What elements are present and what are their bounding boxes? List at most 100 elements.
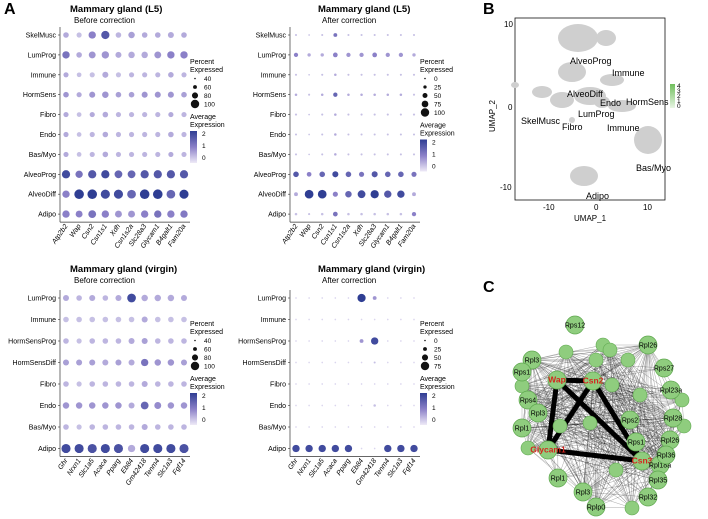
network-node xyxy=(620,410,640,430)
dotplot-dot xyxy=(102,359,109,366)
dotplot-dot xyxy=(347,73,350,76)
dotplot-dot xyxy=(295,340,297,342)
dotplot-dot xyxy=(167,91,174,98)
dotplot-dot xyxy=(141,32,148,38)
legend-size-dot xyxy=(420,361,430,371)
dotplot-dot xyxy=(180,210,188,218)
dotplot-dot xyxy=(373,212,376,216)
dotplot-row-label: Fibro xyxy=(40,382,56,389)
dotplot-dot xyxy=(386,133,389,136)
dotplot-dot xyxy=(358,171,365,177)
network-edge xyxy=(527,359,597,449)
dotplot-dot xyxy=(347,318,350,321)
dotplot-dot xyxy=(76,52,82,58)
dotplot-dot xyxy=(320,53,324,57)
dotplot-row-label: HormSensProg xyxy=(8,339,56,346)
dotplot-dot xyxy=(334,318,337,321)
umap-legend-tick: 1 xyxy=(677,98,681,105)
dotplot-dot xyxy=(155,131,161,138)
network-node-label: Wap xyxy=(548,375,566,385)
dotplot-dot xyxy=(168,424,174,430)
network-nodes: Rps12 Rpl26 Rpl3 Rps1 Wap Csn2 Rps27 Rps4 Rpl3 Rp… xyxy=(512,315,692,517)
network-node-label: Rpl3 xyxy=(576,490,591,497)
dotplot-dot xyxy=(293,171,299,178)
dotplot-col-label: Fgf14 xyxy=(172,458,188,477)
dotplot-dot xyxy=(347,383,350,385)
dotplot-row-label: SkelMusc xyxy=(26,33,57,40)
dotplot-dot xyxy=(399,153,402,156)
dotplot-dot xyxy=(333,92,338,97)
network-node-label: Rpl26 xyxy=(661,438,679,445)
dotplot-dot xyxy=(334,113,337,116)
dotplot-dot xyxy=(386,93,390,96)
dotplot-dot xyxy=(152,189,163,199)
dotplot-dot xyxy=(75,170,83,178)
network-edge xyxy=(627,359,671,441)
dotplot-dot xyxy=(102,111,109,118)
dotplot-dot xyxy=(360,153,363,156)
network-node-label: Rpl23a xyxy=(660,388,682,395)
network-node-label: Rps12 xyxy=(565,323,585,330)
dotplot-dot xyxy=(413,297,415,299)
dotplot-dot xyxy=(155,72,161,78)
dotplot-dot xyxy=(400,297,402,299)
dotplot-dot xyxy=(360,73,363,76)
dotplot-dot xyxy=(373,93,376,96)
dotplot-dot xyxy=(88,170,97,179)
network-node-label: Csn3 xyxy=(632,456,653,466)
legend-size-dot xyxy=(423,85,427,89)
network-edge xyxy=(565,351,597,508)
legend-size-dot xyxy=(422,93,428,98)
legend-size-value: 75 xyxy=(434,102,442,109)
network-edge xyxy=(611,384,633,509)
network-node-small xyxy=(558,344,574,360)
dotplot-title: Mammary gland (L5) xyxy=(318,4,410,15)
dotplot-dot xyxy=(294,93,298,96)
umap-label: AlveoDiff xyxy=(567,89,603,99)
dotplot-dot xyxy=(63,338,69,344)
network-edge xyxy=(565,351,613,386)
dotplot-dot xyxy=(63,316,69,323)
dotplot-dot xyxy=(140,401,149,410)
dotplot-row-label: HormSens xyxy=(253,92,287,99)
dotplot-dot xyxy=(62,402,70,409)
legend-size-dot xyxy=(421,354,429,361)
dotplot-dot xyxy=(89,316,96,323)
dotplot-dot xyxy=(373,113,376,116)
dotplot-dot xyxy=(347,404,350,407)
dotplot-dot xyxy=(400,340,402,342)
dotplot-dot xyxy=(142,151,148,157)
dotplot-dot xyxy=(142,72,148,78)
dotplot-dot xyxy=(399,93,403,96)
dotplot-dot xyxy=(332,171,339,178)
network-node-label: Rpl18a xyxy=(649,463,671,470)
dotplot-row-label: HormSensDiff xyxy=(243,360,286,367)
dotplot-dot xyxy=(373,33,376,37)
umap-label: Bas/Myo xyxy=(636,163,671,173)
network-edge xyxy=(627,359,661,466)
dotplot-row-label: Endo xyxy=(270,132,286,139)
dotplot-row-label: Bas/Myo xyxy=(259,425,286,432)
legend-size-dot xyxy=(421,100,429,108)
dotplot-dot xyxy=(347,361,350,364)
dotplot-dot xyxy=(180,51,188,59)
dotplot-dot xyxy=(357,190,366,199)
dotplot-dot xyxy=(308,133,310,136)
dotplot-dot xyxy=(334,426,337,428)
dotplot-dot xyxy=(321,404,324,407)
umap-ytick: 10 xyxy=(504,20,513,29)
dotplot-dot xyxy=(62,51,70,59)
dotplot-dot xyxy=(89,381,96,387)
network-node-label: Rpl28 xyxy=(664,416,682,423)
legend-color-title: Average xyxy=(420,376,446,383)
network-edge xyxy=(595,359,641,396)
dotplot-dot xyxy=(101,210,110,218)
dotplot-dot xyxy=(412,53,416,57)
dotplot-dot xyxy=(308,404,310,407)
network-node xyxy=(548,468,568,488)
dotplot-dot xyxy=(373,447,376,450)
network-edge xyxy=(557,419,631,479)
dotplot-dot xyxy=(295,318,297,321)
dotplot-dot xyxy=(334,340,337,342)
